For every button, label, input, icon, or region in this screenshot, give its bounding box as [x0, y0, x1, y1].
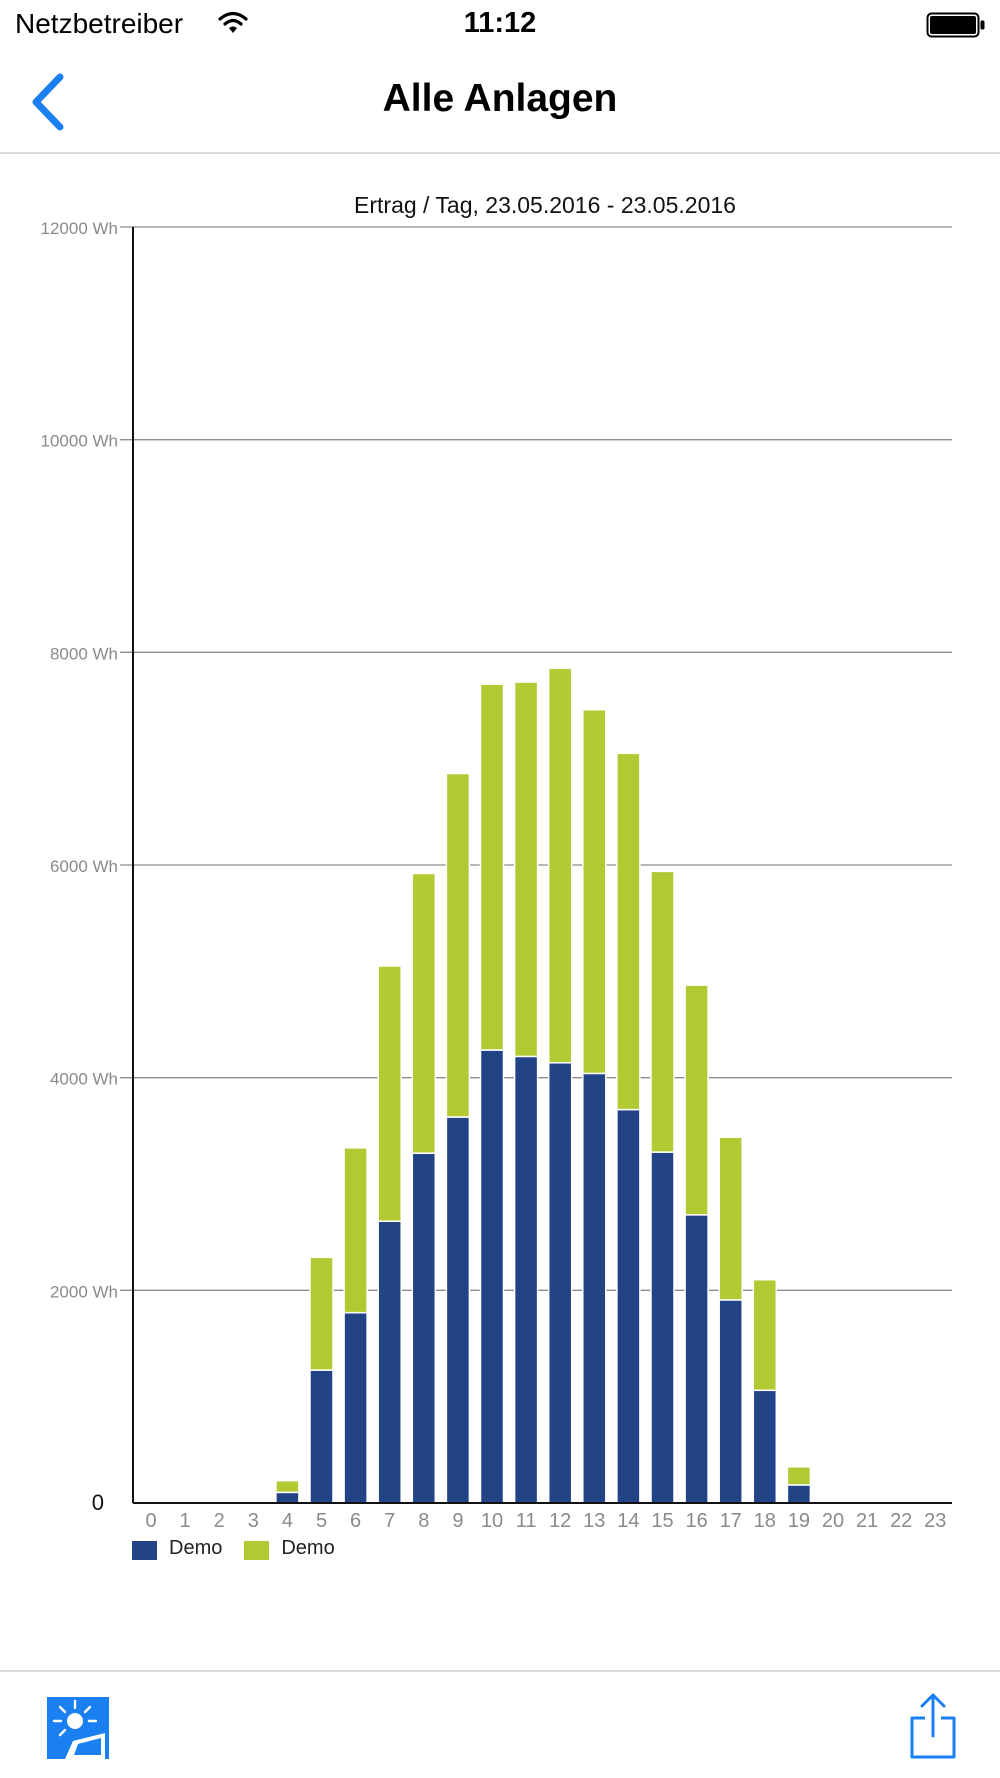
legend-item-blue[interactable]: Demo — [132, 1537, 222, 1560]
x-tick-label: 14 — [617, 1510, 639, 1532]
bar-segment-blue-18[interactable] — [752, 1389, 778, 1504]
x-tick-label: 6 — [350, 1510, 361, 1532]
bar-segment-green-5[interactable] — [309, 1256, 334, 1371]
y-tick-label: 12000 Wh — [41, 219, 119, 238]
y-axis-labels: 0 2000 Wh 4000 Wh 6000 Wh 8000 Wh 10000 Wh 120… — [41, 219, 119, 1515]
x-tick-label: 11 — [516, 1510, 537, 1532]
bar-segment-blue-9[interactable] — [445, 1116, 471, 1504]
x-tick-label: 5 — [316, 1510, 327, 1532]
bar-segment-blue-13[interactable] — [582, 1072, 607, 1504]
share-icon[interactable] — [908, 1692, 958, 1760]
bar-segment-green-13[interactable] — [582, 709, 607, 1075]
bar-segment-blue-8[interactable] — [411, 1152, 437, 1504]
bar-segment-blue-7[interactable] — [377, 1220, 402, 1504]
bar-segment-blue-12[interactable] — [547, 1062, 573, 1504]
yield-chart: Ertrag / Tag, 23.05.2016 - 23.05.2016 0 2… — [0, 154, 1000, 1670]
bar-segment-blue-6[interactable] — [343, 1311, 368, 1504]
x-tick-label: 18 — [754, 1510, 776, 1532]
x-tick-label: 22 — [890, 1510, 912, 1532]
x-tick-label: 12 — [549, 1510, 571, 1532]
sun-panel-icon[interactable] — [47, 1697, 109, 1759]
bar-segment-green-14[interactable] — [616, 752, 641, 1111]
x-tick-label: 16 — [685, 1510, 707, 1532]
y-tick-label: 4000 Wh — [50, 1070, 118, 1089]
bar-segment-blue-19[interactable] — [786, 1484, 812, 1504]
bottom-toolbar — [0, 1670, 1000, 1778]
wifi-icon — [218, 11, 248, 33]
chart-legend: Demo Demo — [132, 1537, 357, 1560]
legend-label: Demo — [169, 1537, 223, 1559]
bar-segment-green-8[interactable] — [411, 872, 437, 1154]
x-tick-label: 8 — [418, 1510, 429, 1532]
bar-segment-green-12[interactable] — [547, 667, 573, 1064]
x-tick-label: 10 — [481, 1510, 503, 1532]
status-bar: Netzbetreiber 11:12 — [0, 0, 1000, 52]
bar-segment-blue-5[interactable] — [309, 1369, 334, 1504]
status-time: 11:12 — [463, 7, 537, 39]
y-tick-label: 8000 Wh — [50, 644, 118, 663]
legend-label: Demo — [281, 1537, 335, 1559]
chart-canvas: Ertrag / Tag, 23.05.2016 - 23.05.2016 0 2… — [41, 192, 952, 1532]
bar-segment-blue-11[interactable] — [513, 1055, 539, 1504]
bar-segment-blue-15[interactable] — [650, 1151, 675, 1504]
y-tick-label: 2000 Wh — [50, 1282, 118, 1301]
bar-segment-green-7[interactable] — [377, 965, 402, 1222]
bar-segment-green-17[interactable] — [718, 1136, 743, 1301]
bar-segment-green-15[interactable] — [650, 870, 675, 1153]
x-tick-label: 9 — [452, 1510, 463, 1532]
bar-segment-green-18[interactable] — [752, 1278, 778, 1392]
x-tick-label: 1 — [180, 1510, 191, 1532]
legend-swatch-blue — [132, 1541, 157, 1560]
battery-full-icon — [926, 12, 985, 38]
chart-bars — [275, 667, 812, 1504]
y-tick-label: 6000 Wh — [50, 857, 118, 876]
bar-segment-green-19[interactable] — [786, 1466, 812, 1486]
bar-segment-blue-10[interactable] — [479, 1049, 505, 1504]
x-tick-label: 0 — [145, 1510, 156, 1532]
bar-segment-blue-17[interactable] — [718, 1299, 743, 1504]
bar-segment-blue-16[interactable] — [684, 1214, 709, 1504]
chart-title: Ertrag / Tag, 23.05.2016 - 23.05.2016 — [354, 192, 736, 218]
bar-segment-green-9[interactable] — [445, 772, 471, 1118]
legend-swatch-green — [244, 1541, 270, 1560]
bar-segment-green-11[interactable] — [513, 681, 539, 1058]
bar-segment-blue-14[interactable] — [616, 1108, 641, 1504]
x-tick-label: 19 — [788, 1510, 810, 1532]
x-tick-label: 4 — [282, 1510, 293, 1532]
y-tick-label: 0 — [92, 1490, 104, 1515]
x-tick-label: 15 — [651, 1510, 673, 1532]
page-title: Alle Anlagen — [382, 77, 618, 120]
x-tick-label: 17 — [720, 1510, 742, 1532]
y-tick-label: 10000 Wh — [41, 432, 119, 451]
carrier-label: Netzbetreiber — [15, 8, 184, 39]
x-tick-label: 2 — [214, 1510, 225, 1532]
bar-segment-blue-4[interactable] — [275, 1491, 300, 1504]
x-axis-labels: 0 1 2 3 4 5 6 7 8 9 10 11 12 13 14 15 16 17 18 19 20 21 22 23 — [145, 1510, 946, 1532]
x-tick-label: 21 — [856, 1510, 878, 1532]
bar-segment-green-4[interactable] — [275, 1479, 300, 1494]
x-tick-label: 7 — [384, 1510, 395, 1532]
x-tick-label: 23 — [924, 1510, 946, 1532]
bar-segment-green-10[interactable] — [479, 683, 505, 1051]
legend-item-green[interactable]: Demo — [244, 1537, 335, 1560]
bar-segment-green-16[interactable] — [684, 984, 709, 1216]
x-tick-label: 20 — [822, 1510, 844, 1532]
back-chevron-icon[interactable] — [18, 72, 78, 132]
x-tick-label: 3 — [248, 1510, 259, 1532]
bar-segment-green-6[interactable] — [343, 1147, 368, 1314]
x-tick-label: 13 — [583, 1510, 605, 1532]
navigation-bar: Alle Anlagen — [0, 52, 1000, 154]
